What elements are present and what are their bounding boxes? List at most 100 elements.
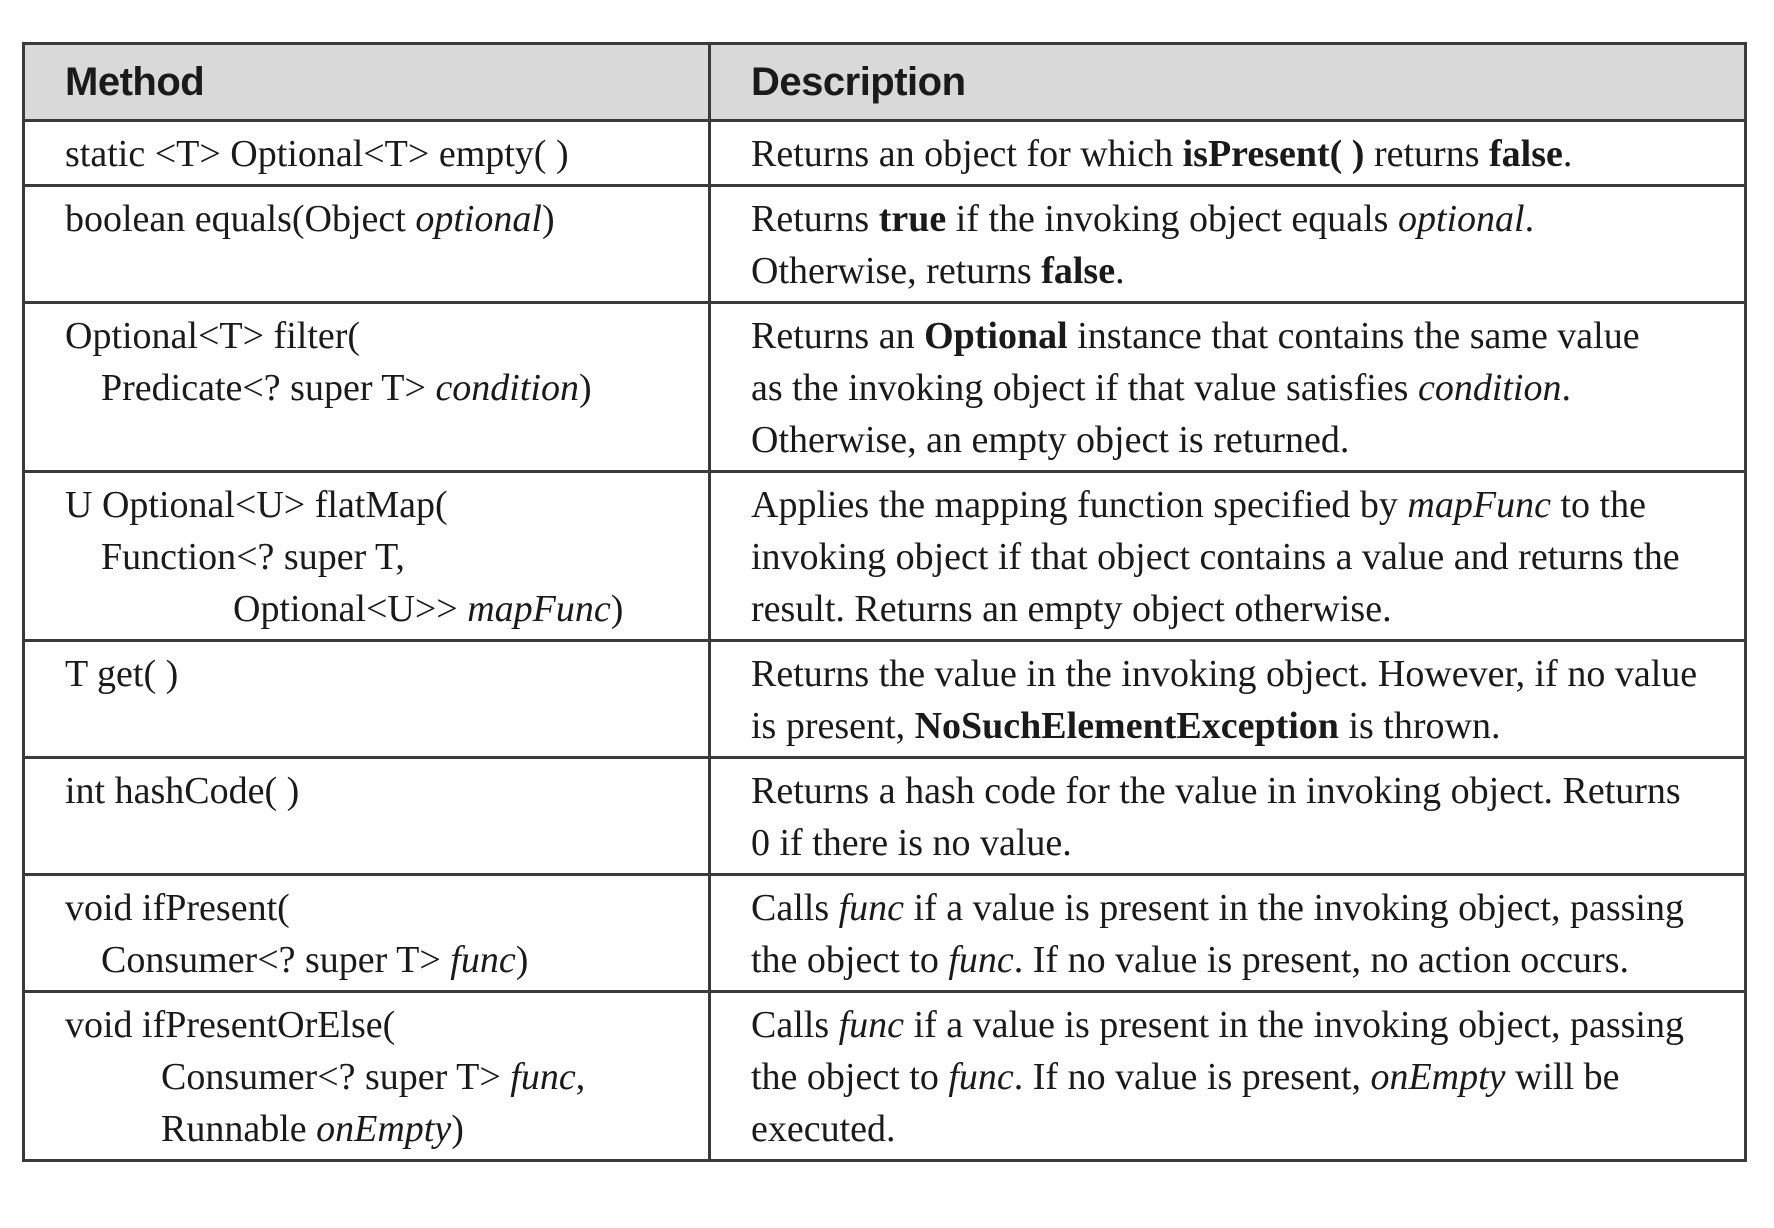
method-cell: U Optional<U> flatMap( Function<? super T… [22,470,711,642]
description-cell-line: Otherwise, an empty object is returned. [751,414,1724,466]
description-cell: Returns the value in the invoking object… [708,639,1747,759]
optional-methods-table: Method Description static <T> Optional<T… [22,42,1747,1162]
description-cell-line: Returns true if the invoking object equa… [751,193,1724,245]
method-cell-line: U Optional<U> flatMap( [65,479,688,531]
text-segment: ) [451,1108,464,1150]
text-segment: isPresent( ) [1182,133,1365,175]
table-row: static <T> Optional<T> empty( ) Returns a… [22,119,1747,187]
text-segment: is thrown. [1338,705,1501,747]
method-cell: boolean equals(Object optional) [22,184,711,304]
text-segment: the object to [751,1056,949,1098]
text-segment: . If no value is present, no action occu… [1013,939,1629,981]
text-segment: ) [610,588,624,630]
description-cell-line: is present, NoSuchElementException is th… [751,700,1724,752]
text-segment: int hashCode( ) [65,770,300,812]
text-segment: false [1041,250,1116,292]
text-segment: Returns an [751,315,925,357]
text-segment: boolean equals(Object [65,198,416,240]
text-segment: true [878,198,947,240]
text-segment: condition [435,367,579,409]
description-cell-line: Calls func if a value is present in the … [751,882,1724,934]
description-cell-line: Returns the value in the invoking object… [751,648,1724,700]
text-segment: Optional [924,315,1068,357]
method-cell: T get( ) [22,639,711,759]
text-segment: static <T> Optional<T> empty( ) [65,133,569,175]
description-cell-line: invoking object if that object contains … [751,531,1724,583]
text-segment: Predicate<? super T> [101,367,436,409]
text-segment: ) [542,198,555,240]
text-segment: returns [1364,133,1489,175]
text-segment: false [1489,133,1563,175]
text-segment: Optional<U>> [233,588,468,630]
text-segment: . If no value is present, [1013,1056,1371,1098]
text-segment: , [575,1056,586,1098]
description-cell: Returns an Optional instance that contai… [708,301,1747,473]
method-cell-line: Consumer<? super T> func) [65,934,688,986]
method-cell-line: void ifPresent( [65,882,688,934]
text-segment: Returns a hash code for the value in inv… [751,770,1681,812]
method-cell: void ifPresent(Consumer<? super T> func) [22,873,711,993]
text-segment: Otherwise, an empty object is returned. [751,419,1350,461]
description-cell-line: Returns an object for which isPresent( )… [751,128,1724,180]
text-segment: ) [578,367,592,409]
description-cell: Applies the mapping function specified b… [708,470,1747,642]
text-segment: func [838,1004,905,1046]
method-cell-line: Consumer<? super T> func, [65,1051,688,1103]
table-row: void ifPresentOrElse( Consumer<? super T>… [22,990,1747,1162]
text-segment: executed. [751,1108,896,1150]
method-cell: int hashCode( ) [22,756,711,876]
text-segment: the object to [751,939,949,981]
text-segment: Returns [751,198,879,240]
description-cell: Calls func if a value is present in the … [708,873,1747,993]
description-cell-line: Calls func if a value is present in the … [751,999,1724,1051]
text-segment: Consumer<? super T> [161,1056,511,1098]
text-segment: func [948,939,1014,981]
method-cell-line: boolean equals(Object optional) [65,193,688,245]
description-cell: Returns a hash code for the value in inv… [708,756,1747,876]
description-cell-line: as the invoking object if that value sat… [751,362,1724,414]
text-segment: Optional<T> filter( [65,315,361,357]
description-cell-line: Otherwise, returns false. [751,245,1724,297]
method-cell: Optional<T> filter( Predicate<? super T> … [22,301,711,473]
text-segment: onEmpty [1370,1056,1506,1098]
text-segment: optional [415,198,542,240]
text-segment: invoking object if that object contains … [751,536,1680,578]
table-row: U Optional<U> flatMap( Function<? super T… [22,470,1747,642]
method-cell: void ifPresentOrElse( Consumer<? super T>… [22,990,711,1162]
text-segment: void ifPresentOrElse( [65,1004,396,1046]
description-cell-line: Applies the mapping function specified b… [751,479,1724,531]
table-row: Optional<T> filter( Predicate<? super T> … [22,301,1747,473]
description-cell-line: 0 if there is no value. [751,817,1724,869]
method-cell-line: Predicate<? super T> condition) [65,362,688,414]
text-segment: Runnable [161,1108,317,1150]
text-segment: Otherwise, returns [751,250,1042,292]
method-cell-line: T get( ) [65,648,688,700]
text-segment: as the invoking object if that value sat… [751,367,1418,409]
text-segment: instance that contains the same value [1067,315,1640,357]
text-segment: Returns an object for which [751,133,1183,175]
text-segment: func [948,1056,1014,1098]
table-row: void ifPresent(Consumer<? super T> func)… [22,873,1747,993]
text-segment: onEmpty [316,1108,452,1150]
text-segment: Function<? super T, [101,536,405,578]
text-segment: func [450,939,516,981]
text-segment: mapFunc [467,588,611,630]
method-cell-line: int hashCode( ) [65,765,688,817]
description-cell-line: the object to func. If no value is prese… [751,1051,1724,1103]
text-segment: Consumer<? super T> [101,939,451,981]
method-cell-line: static <T> Optional<T> empty( ) [65,128,688,180]
text-segment: Returns the value in the invoking object… [751,653,1698,695]
description-cell-line: result. Returns an empty object otherwis… [751,583,1724,635]
text-segment: result. Returns an empty object otherwis… [751,588,1392,630]
table-body: static <T> Optional<T> empty( ) Returns a… [22,119,1747,1162]
text-segment: . [1115,250,1125,292]
description-cell-line: executed. [751,1103,1724,1155]
text-segment: ) [515,939,529,981]
text-segment: func [510,1056,576,1098]
method-cell-line: void ifPresentOrElse( [65,999,688,1051]
description-cell: Returns true if the invoking object equa… [708,184,1747,304]
description-cell: Calls func if a value is present in the … [708,990,1747,1162]
method-cell: static <T> Optional<T> empty( ) [22,119,711,187]
table-header: Method Description [22,42,1747,122]
optional-methods-table-container: Method Description static <T> Optional<T… [22,42,1747,1162]
